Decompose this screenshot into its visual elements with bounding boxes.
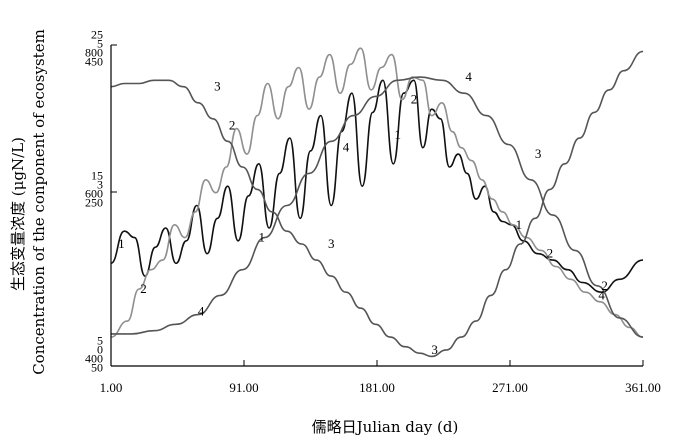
y-tick-label: 800 [85, 46, 103, 60]
series-labels: 1 1 1 1 2 2 2 2 2 3 3 3 3 4 4 4 4 [118, 69, 608, 357]
series-line-2 [110, 47, 644, 338]
series-label-2: 2 [140, 281, 147, 296]
x-tick-label: 271.00 [492, 380, 528, 395]
x-tick-label: 181.00 [359, 380, 395, 395]
series-label-4: 4 [198, 303, 205, 318]
y-tick-label: 25 [91, 28, 103, 42]
x-tick-label: 1.00 [100, 380, 123, 395]
series-line-3 [110, 50, 644, 358]
x-tick-label: 91.00 [229, 380, 258, 395]
series-label-3: 3 [328, 236, 335, 251]
x-tick-label: 361.00 [625, 380, 661, 395]
series-label-2: 2 [547, 246, 554, 261]
y-tick-label: 5 [97, 334, 103, 348]
series-label-2: 2 [601, 278, 608, 293]
series-label-4: 4 [598, 287, 605, 302]
series-label-3: 3 [431, 342, 438, 357]
series-label-1: 1 [516, 217, 523, 232]
series-label-4: 4 [465, 69, 472, 84]
series-label-2: 2 [229, 117, 236, 132]
series-label-1: 1 [258, 230, 265, 245]
y-tick-label: 400 [85, 352, 103, 366]
series-label-3: 3 [535, 146, 542, 161]
series-line-1 [110, 79, 644, 294]
y-tick-label: 450 [85, 55, 103, 69]
series-label-1: 1 [118, 236, 125, 251]
series-label-1: 1 [394, 127, 401, 142]
series-layer [110, 47, 644, 358]
x-axis-label: 儒略日Julian day (d) [312, 418, 459, 436]
y-axis-label-en: Concentration of the conponent of ecosys… [30, 29, 48, 375]
series-label-3: 3 [214, 79, 221, 94]
y-axis-label-cn: 生态变量浓度 (μgN/L) [9, 137, 27, 291]
y-tick-label: 5 [97, 37, 103, 51]
y-tick-label: 250 [85, 196, 103, 210]
y-tick-label: 50 [91, 361, 103, 375]
series-line-4 [111, 76, 644, 338]
series-label-2: 2 [411, 92, 418, 107]
series-label-4: 4 [343, 140, 350, 155]
y-tick-label: 15 [91, 169, 103, 183]
y-tick-label: 0 [97, 343, 103, 357]
y-tick-label: 600 [85, 187, 103, 201]
y-tick-label: 3 [97, 178, 103, 192]
x-axis: 1.00 91.00 181.00 271.00 361.00 [100, 360, 661, 395]
